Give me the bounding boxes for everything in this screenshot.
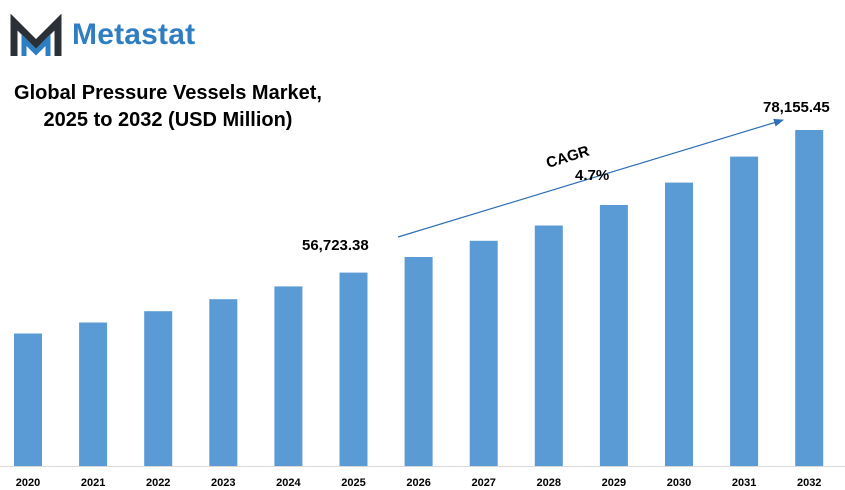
x-tick-label-2032: 2032 xyxy=(797,477,821,489)
bar-2025 xyxy=(339,272,368,466)
bar-2031 xyxy=(730,156,759,466)
start-value-label: 56,723.38 xyxy=(302,237,369,254)
cagr-arrow xyxy=(397,118,784,238)
bar-2027 xyxy=(469,240,498,466)
bar-2021 xyxy=(79,322,108,466)
bar-2028 xyxy=(534,225,563,466)
bar-2024 xyxy=(274,286,303,466)
x-tick-label-2026: 2026 xyxy=(406,477,430,489)
x-tick-label-2028: 2028 xyxy=(537,477,561,489)
x-tick-label-2031: 2031 xyxy=(732,477,756,489)
chart-title: Global Pressure Vessels Market, 2025 to … xyxy=(8,80,328,134)
bar-2030 xyxy=(665,182,693,466)
end-value-label: 78,155.45 xyxy=(763,99,830,116)
x-tick-label-2029: 2029 xyxy=(602,477,626,489)
cagr-value-label: 4.7% xyxy=(575,167,609,184)
bar-2026 xyxy=(404,257,433,466)
x-tick-label-2022: 2022 xyxy=(146,477,170,489)
x-tick-label-2021: 2021 xyxy=(81,477,105,489)
bar-2032 xyxy=(795,130,824,466)
bar-2022 xyxy=(144,311,173,466)
bar-2023 xyxy=(209,299,238,466)
bar-2029 xyxy=(599,205,628,466)
brand-name: Metastat xyxy=(72,18,196,51)
bar-2020 xyxy=(14,333,42,466)
x-tick-label-2024: 2024 xyxy=(276,477,301,489)
x-tick-label-2020: 2020 xyxy=(16,477,40,489)
metastat-m-logo-icon xyxy=(10,14,62,56)
x-tick-label-2025: 2025 xyxy=(341,477,365,489)
x-tick-label-2030: 2030 xyxy=(667,477,691,489)
x-tick-label-2023: 2023 xyxy=(211,477,235,489)
chart-title-line-2: 2025 to 2032 (USD Million) xyxy=(43,109,293,131)
x-tick-label-2027: 2027 xyxy=(471,477,495,489)
chart-title-line-1: Global Pressure Vessels Market, xyxy=(14,82,322,104)
